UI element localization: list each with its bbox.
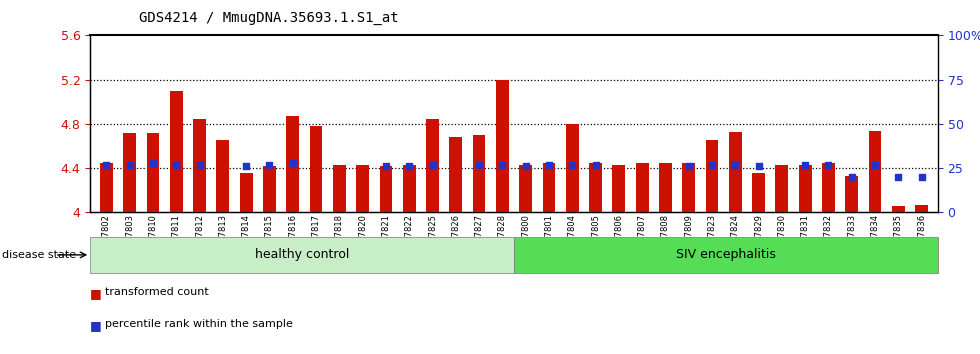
Point [517,164,533,169]
Bar [450,137,463,212]
Point [99,162,115,167]
Bar [286,116,299,212]
Bar [217,141,229,212]
Point [564,162,580,167]
Point [238,164,254,169]
Bar [170,91,182,212]
Bar [752,172,765,212]
Point [588,162,604,167]
Bar [565,124,578,212]
Bar [379,166,392,212]
Bar [496,80,509,212]
Text: GDS4214 / MmugDNA.35693.1.S1_at: GDS4214 / MmugDNA.35693.1.S1_at [139,11,399,25]
Point [378,164,394,169]
Point [285,160,301,166]
Point [867,162,883,167]
Bar [775,165,788,212]
Point [495,162,511,167]
Bar [240,172,253,212]
Bar [915,205,928,212]
Text: healthy control: healthy control [255,249,349,261]
Text: disease state: disease state [2,250,76,260]
Bar [682,162,695,212]
Bar [892,206,905,212]
Point [145,160,161,166]
Bar [263,166,276,212]
Point [262,162,277,167]
Point [471,162,487,167]
Bar [333,165,346,212]
Bar [123,133,136,212]
FancyBboxPatch shape [514,237,938,273]
Bar [310,126,322,212]
Point [681,164,697,169]
Bar [636,162,649,212]
Bar [612,165,625,212]
Bar [426,120,439,212]
Point [913,174,929,180]
Text: ■: ■ [90,287,102,300]
Bar [589,162,602,212]
Text: transformed count: transformed count [105,287,209,297]
Bar [403,165,416,212]
Bar [543,162,556,212]
Point [844,174,859,180]
Point [402,164,417,169]
Point [704,162,719,167]
Text: percentile rank within the sample: percentile rank within the sample [105,319,293,329]
Bar [357,165,369,212]
Point [891,174,907,180]
Point [424,162,440,167]
FancyBboxPatch shape [90,237,514,273]
Bar [472,135,485,212]
Bar [147,133,160,212]
Point [192,162,208,167]
Text: SIV encephalitis: SIV encephalitis [676,249,776,261]
Bar [846,176,858,212]
Point [541,162,557,167]
Bar [799,165,811,212]
Bar [659,162,671,212]
Bar [519,165,532,212]
Point [122,162,137,167]
Point [798,162,813,167]
Point [820,162,836,167]
Point [169,162,184,167]
Bar [868,131,881,212]
Point [751,164,766,169]
Point [727,162,743,167]
Bar [706,141,718,212]
Bar [193,120,206,212]
Bar [100,162,113,212]
Bar [822,162,835,212]
Bar [729,132,742,212]
Text: ■: ■ [90,319,102,332]
